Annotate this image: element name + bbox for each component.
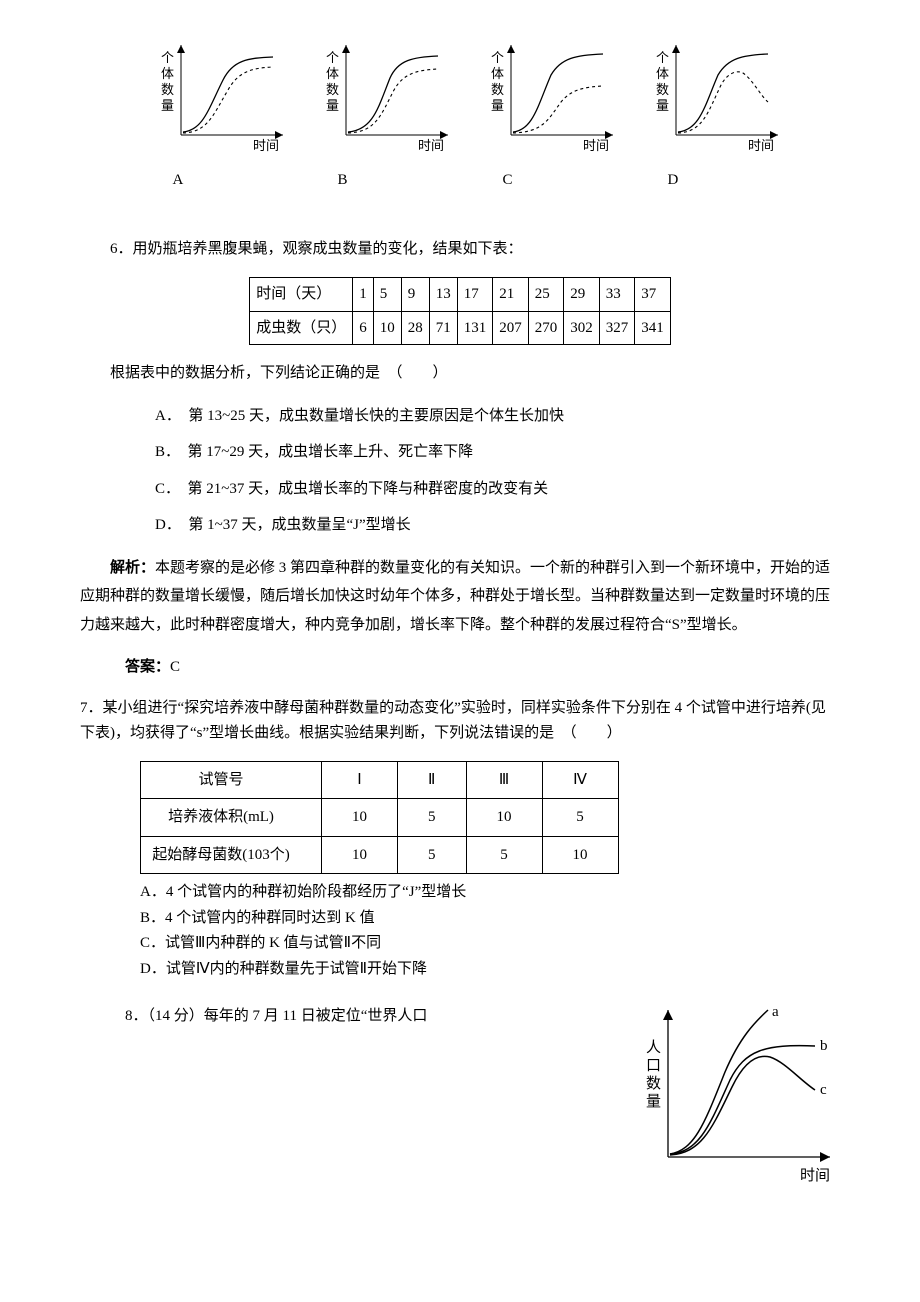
q6-answer-label: 答案： [125, 659, 170, 675]
chart-C-label: C [503, 166, 513, 195]
q7-opt-B: B．4 个试管内的种群同时达到 K 值 [140, 906, 840, 932]
svg-text:体: 体 [326, 66, 339, 81]
svg-text:个: 个 [656, 50, 669, 65]
q6-opt-C: C． 第 21~37 天，成虫增长率的下降与种群密度的改变有关 [155, 475, 840, 504]
chart-A: 个 体 数 量 时间 A [153, 40, 293, 195]
q6-table: 时间（天） 1 5 9 13 17 21 25 29 33 37 成虫数（只） … [249, 277, 671, 345]
svg-text:时间: 时间 [583, 138, 609, 153]
svg-text:个: 个 [161, 50, 174, 65]
q6-options: A． 第 13~25 天，成虫数量增长快的主要原因是个体生长加快 B． 第 17… [155, 402, 840, 540]
q7-opt-D: D．试管Ⅳ内的种群数量先于试管Ⅱ开始下降 [140, 957, 840, 983]
svg-text:b: b [820, 1038, 828, 1054]
svg-text:人: 人 [646, 1039, 661, 1056]
q6-row1-label: 时间（天） [250, 278, 353, 312]
chart-B: 个 体 数 量 时间 B [318, 40, 458, 195]
q8-stem: 8．（14 分）每年的 7 月 11 日被定位“世界人口 [80, 1002, 640, 1031]
svg-text:量: 量 [326, 98, 339, 113]
q7-options: A．4 个试管内的种群初始阶段都经历了“J”型增长 B．4 个试管内的种群同时达… [140, 880, 840, 982]
svg-text:时间: 时间 [748, 138, 774, 153]
svg-text:时间: 时间 [800, 1167, 830, 1184]
q6-explain: 解析：本题考察的是必修 3 第四章种群的数量变化的有关知识。一个新的种群引入到一… [80, 554, 840, 640]
q6-stem: 6．用奶瓶培养黑腹果蝇，观察成虫数量的变化，结果如下表： [80, 235, 840, 264]
svg-text:量: 量 [161, 98, 174, 113]
q8-chart: 人 口 数 量 a b c 时间 [640, 1002, 840, 1203]
svg-text:数: 数 [656, 82, 669, 97]
svg-text:数: 数 [491, 82, 504, 97]
svg-text:体: 体 [491, 66, 504, 81]
q6-opt-D: D． 第 1~37 天，成虫数量呈“J”型增长 [155, 511, 840, 540]
svg-text:时间: 时间 [418, 138, 444, 153]
svg-text:个: 个 [326, 50, 339, 65]
q8-row: 8．（14 分）每年的 7 月 11 日被定位“世界人口 人 口 数 量 a b… [80, 1002, 840, 1203]
q6-opt-A: A． 第 13~25 天，成虫数量增长快的主要原因是个体生长加快 [155, 402, 840, 431]
q7-table: 试管号 Ⅰ Ⅱ Ⅲ Ⅳ 培养液体积(mL) 10 5 10 5 起始酵母菌数(1… [140, 761, 619, 875]
svg-text:数: 数 [646, 1075, 661, 1092]
chart-B-svg: 个 体 数 量 时间 [318, 40, 458, 160]
chart-D-label: D [668, 166, 679, 195]
q6-explain-text: 本题考察的是必修 3 第四章种群的数量变化的有关知识。一个新的种群引入到一个新环… [80, 560, 830, 633]
svg-text:量: 量 [646, 1094, 661, 1110]
svg-text:c: c [820, 1082, 827, 1098]
q6-explain-label: 解析： [110, 560, 155, 576]
svg-text:数: 数 [326, 82, 339, 97]
q7-opt-C: C．试管Ⅲ内种群的 K 值与试管Ⅱ不同 [140, 931, 840, 957]
q6-answer: 答案：C [80, 653, 840, 682]
svg-text:量: 量 [656, 98, 669, 113]
q6-opt-B: B． 第 17~29 天，成虫增长率上升、死亡率下降 [155, 438, 840, 467]
svg-text:体: 体 [656, 66, 669, 81]
q7-opt-A: A．4 个试管内的种群初始阶段都经历了“J”型增长 [140, 880, 840, 906]
q6-lead: 根据表中的数据分析，下列结论正确的是 （ ） [80, 359, 840, 388]
svg-text:时间: 时间 [253, 138, 279, 153]
svg-text:体: 体 [161, 66, 174, 81]
chart-D: 个 体 数 量 时间 D [648, 40, 788, 195]
svg-text:量: 量 [491, 98, 504, 113]
svg-text:数: 数 [161, 82, 174, 97]
chart-A-label: A [173, 166, 184, 195]
q6-answer-val: C [170, 659, 180, 675]
svg-text:a: a [772, 1004, 779, 1020]
chart-D-svg: 个 体 数 量 时间 [648, 40, 788, 160]
svg-text:口: 口 [646, 1058, 661, 1074]
q6-row2-label: 成虫数（只） [250, 311, 353, 345]
q7-stem: 7．某小组进行“探究培养液中酵母菌种群数量的动态变化”实验时，同样实验条件下分别… [80, 696, 840, 747]
chart-B-label: B [338, 166, 348, 195]
svg-text:个: 个 [491, 50, 504, 65]
charts-row: 个 体 数 量 时间 A 个 体 数 量 时间 B [80, 40, 840, 195]
chart-C-svg: 个 体 数 量 时间 [483, 40, 623, 160]
chart-A-svg: 个 体 数 量 时间 [153, 40, 293, 160]
chart-C: 个 体 数 量 时间 C [483, 40, 623, 195]
q8-chart-svg: 人 口 数 量 a b c 时间 [640, 1002, 840, 1192]
